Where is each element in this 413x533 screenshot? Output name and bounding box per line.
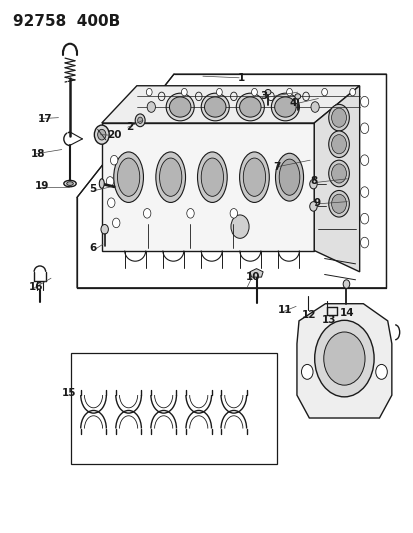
Circle shape <box>106 176 114 186</box>
Text: 6: 6 <box>89 243 96 253</box>
Circle shape <box>328 190 349 217</box>
Circle shape <box>310 102 318 112</box>
Circle shape <box>286 88 292 96</box>
Ellipse shape <box>159 158 181 196</box>
Polygon shape <box>102 123 313 251</box>
Text: 10: 10 <box>246 272 260 282</box>
Circle shape <box>146 88 152 96</box>
Ellipse shape <box>274 97 295 117</box>
Ellipse shape <box>66 182 73 185</box>
Text: 4: 4 <box>289 98 296 108</box>
Polygon shape <box>77 74 386 288</box>
Circle shape <box>331 135 346 154</box>
Polygon shape <box>313 86 359 272</box>
Polygon shape <box>71 353 276 464</box>
Ellipse shape <box>169 97 190 117</box>
Ellipse shape <box>275 154 303 201</box>
Circle shape <box>301 365 312 379</box>
Circle shape <box>314 320 373 397</box>
Circle shape <box>216 88 222 96</box>
Text: 12: 12 <box>301 310 316 320</box>
Circle shape <box>181 88 187 96</box>
Circle shape <box>230 215 249 238</box>
Circle shape <box>112 218 120 228</box>
Circle shape <box>328 104 349 131</box>
Text: 17: 17 <box>38 114 52 124</box>
Circle shape <box>321 88 327 96</box>
Ellipse shape <box>155 152 185 203</box>
Circle shape <box>94 125 109 144</box>
Text: 11: 11 <box>277 305 292 315</box>
Circle shape <box>331 164 346 183</box>
Circle shape <box>349 88 355 96</box>
Circle shape <box>360 187 368 197</box>
Circle shape <box>97 130 106 140</box>
Circle shape <box>309 201 316 211</box>
Polygon shape <box>249 269 263 277</box>
Circle shape <box>138 117 142 124</box>
Circle shape <box>323 332 364 385</box>
Circle shape <box>328 160 349 187</box>
Text: 7: 7 <box>272 161 280 172</box>
Circle shape <box>331 108 346 127</box>
Text: 19: 19 <box>34 181 49 191</box>
Ellipse shape <box>294 94 300 99</box>
Ellipse shape <box>197 152 227 203</box>
Ellipse shape <box>201 158 223 196</box>
Circle shape <box>135 114 145 127</box>
Text: 1: 1 <box>237 73 244 83</box>
Text: 14: 14 <box>339 308 354 318</box>
Text: 16: 16 <box>28 282 43 292</box>
Polygon shape <box>296 304 391 418</box>
Circle shape <box>360 123 368 134</box>
Circle shape <box>342 280 349 288</box>
Ellipse shape <box>236 93 264 121</box>
Text: 8: 8 <box>309 176 317 187</box>
Circle shape <box>309 179 316 189</box>
Text: 9: 9 <box>313 198 320 208</box>
Ellipse shape <box>278 159 299 195</box>
Circle shape <box>147 102 155 112</box>
Circle shape <box>251 88 257 96</box>
Text: 18: 18 <box>30 149 45 159</box>
Circle shape <box>331 194 346 213</box>
Circle shape <box>360 237 368 248</box>
Circle shape <box>230 208 237 218</box>
Polygon shape <box>102 86 359 123</box>
Circle shape <box>375 365 387 379</box>
Circle shape <box>360 213 368 224</box>
Text: 2: 2 <box>126 122 133 132</box>
Ellipse shape <box>201 93 229 121</box>
Text: 20: 20 <box>107 130 121 140</box>
Text: 5: 5 <box>89 184 96 195</box>
Ellipse shape <box>204 97 225 117</box>
Ellipse shape <box>117 158 140 196</box>
Text: 13: 13 <box>321 314 335 325</box>
Circle shape <box>110 156 118 165</box>
Circle shape <box>143 208 150 218</box>
Ellipse shape <box>239 97 261 117</box>
Ellipse shape <box>271 93 299 121</box>
Text: 15: 15 <box>62 388 76 398</box>
Ellipse shape <box>114 152 143 203</box>
Ellipse shape <box>166 93 194 121</box>
Text: 92758  400B: 92758 400B <box>13 14 120 29</box>
Ellipse shape <box>243 158 265 196</box>
Circle shape <box>107 198 115 207</box>
Ellipse shape <box>265 90 270 95</box>
Text: 3: 3 <box>260 91 267 101</box>
Circle shape <box>101 224 108 234</box>
Circle shape <box>186 208 194 218</box>
Circle shape <box>360 96 368 107</box>
Ellipse shape <box>64 180 76 187</box>
Ellipse shape <box>239 152 268 203</box>
Ellipse shape <box>99 179 104 188</box>
Circle shape <box>328 131 349 158</box>
Circle shape <box>360 155 368 165</box>
